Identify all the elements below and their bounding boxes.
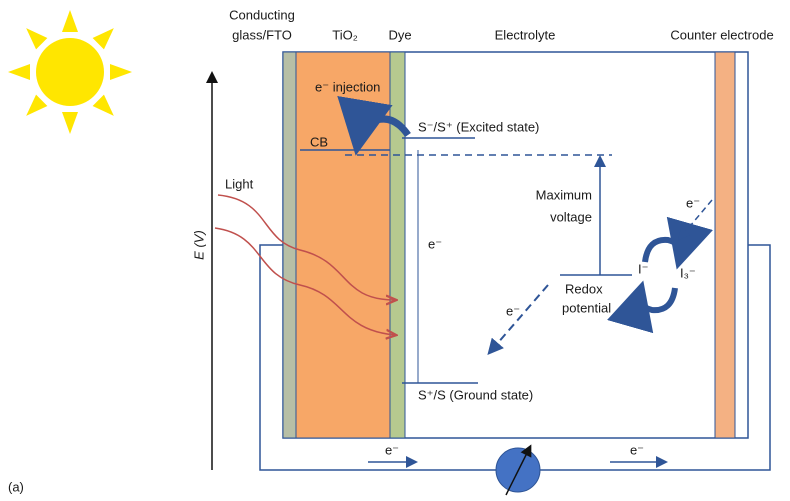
header: Electrolyte xyxy=(495,27,556,42)
electron-label: e⁻ xyxy=(428,236,442,251)
redox-label: Redox xyxy=(565,281,603,296)
panel-label: (a) xyxy=(8,479,24,494)
header: Conducting xyxy=(229,7,295,22)
dssc-diagram: E (V) Conducting glass/FTO TiO₂ Dye Elec… xyxy=(0,0,790,501)
header: TiO₂ xyxy=(332,27,358,42)
voltage-label: voltage xyxy=(550,209,592,224)
electron-label: e⁻ xyxy=(506,303,520,318)
iodide-label: I⁻ xyxy=(638,261,648,276)
voltage-label: Maximum xyxy=(536,187,592,202)
cb-label: CB xyxy=(310,134,328,149)
tio2-layer xyxy=(296,52,390,438)
redox-label: potential xyxy=(562,300,611,315)
header: Dye xyxy=(388,27,411,42)
energy-label: E (V) xyxy=(191,230,206,260)
electron-label: e⁻ xyxy=(630,442,644,457)
sun xyxy=(0,0,158,160)
electron-label: e⁻ xyxy=(385,442,399,457)
header: glass/FTO xyxy=(232,27,292,42)
electron-label: e⁻ xyxy=(686,195,700,210)
excited-label: S⁻/S⁺ (Excited state) xyxy=(418,119,539,134)
triiodide-label: I₃⁻ xyxy=(680,265,696,280)
injection-label: e⁻ injection xyxy=(315,79,380,94)
header: Counter electrode xyxy=(670,27,773,42)
fto-layer xyxy=(283,52,296,438)
light-label: Light xyxy=(225,176,254,191)
ground-label: S⁺/S (Ground state) xyxy=(418,387,533,402)
counter-electrode xyxy=(715,52,735,438)
dye-layer xyxy=(390,52,405,438)
